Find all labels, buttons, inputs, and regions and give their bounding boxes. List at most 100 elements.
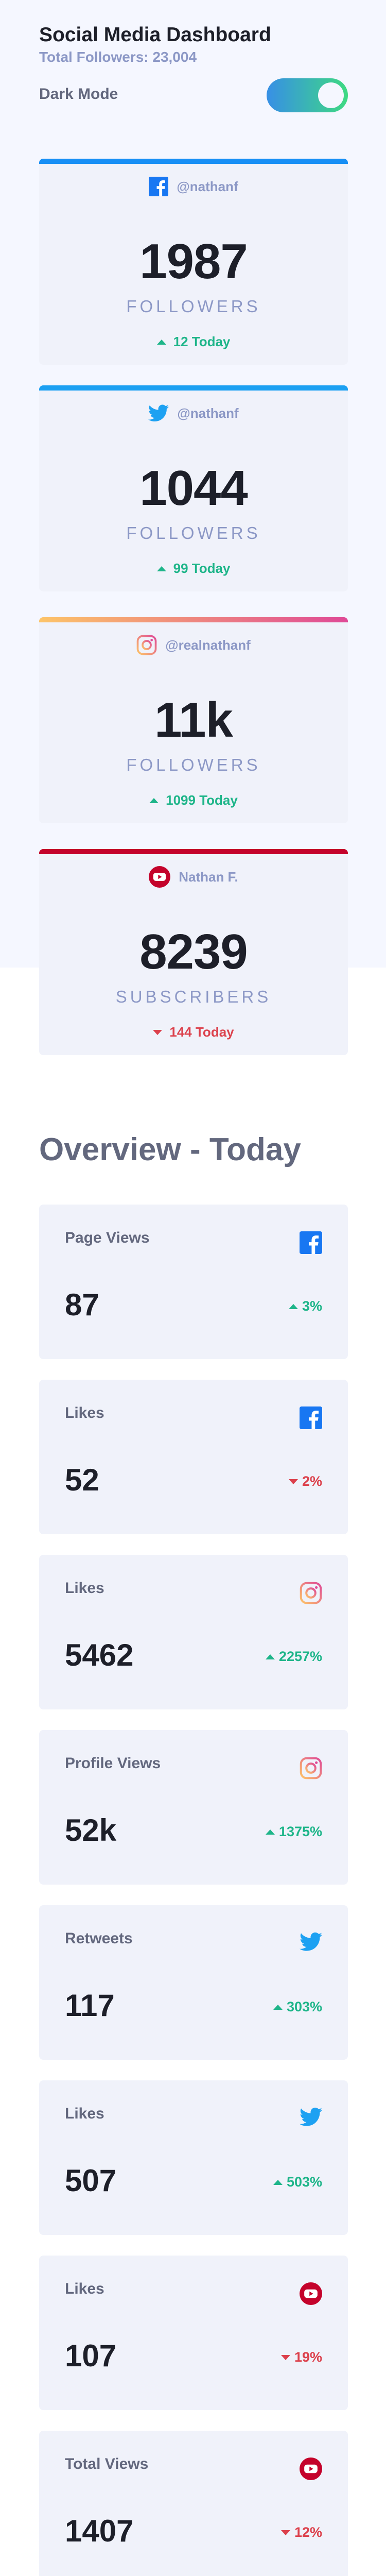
- arrow-up-icon: [273, 2179, 283, 2185]
- metric-value: 107: [65, 2338, 117, 2373]
- arrow-down-icon: [280, 2354, 290, 2360]
- metric-value: 507: [65, 2163, 117, 2198]
- metric-value: 52k: [65, 1813, 117, 1848]
- metric-label: Retweets: [65, 1930, 133, 1947]
- instagram-icon: [300, 1757, 322, 1780]
- twitter-icon: [148, 404, 169, 422]
- card-accent-bar: [39, 385, 348, 391]
- arrow-up-icon: [149, 798, 159, 803]
- metric-change: 1375%: [265, 1824, 322, 1840]
- handle-row: @nathanf: [39, 402, 348, 425]
- arrow-up-icon: [156, 339, 166, 345]
- youtube-icon: [300, 2282, 322, 2305]
- metric-change-text: 2257%: [278, 1649, 322, 1664]
- overview-card[interactable]: Profile Views 52k 1375%: [39, 1730, 348, 1885]
- arrow-up-icon: [265, 1654, 275, 1659]
- account-handle[interactable]: @nathanf: [177, 405, 239, 421]
- metric-value: 52: [65, 1463, 99, 1497]
- metric-label: Total Views: [65, 2455, 149, 2472]
- overview-card[interactable]: Retweets 117 303%: [39, 1905, 348, 2060]
- handle-row: @nathanf: [39, 175, 348, 198]
- follower-card-instagram[interactable]: @realnathanf 11k FOLLOWERS 1099 Today: [39, 617, 348, 823]
- metric-label: Likes: [65, 1404, 104, 1421]
- overview-card[interactable]: Page Views 87 3%: [39, 1205, 348, 1359]
- follower-unit: FOLLOWERS: [126, 523, 261, 543]
- account-handle[interactable]: @nathanf: [177, 178, 238, 194]
- today-change-text: 12 Today: [173, 334, 231, 349]
- metric-label: Likes: [65, 2280, 104, 2297]
- metric-value: 5462: [65, 1638, 134, 1672]
- arrow-up-icon: [273, 2004, 283, 2010]
- overview-card[interactable]: Likes 52 2%: [39, 1380, 348, 1534]
- total-followers: Total Followers: 23,004: [39, 49, 197, 65]
- metric-change: 303%: [273, 1999, 322, 2015]
- facebook-icon: [300, 1406, 322, 1429]
- arrow-up-icon: [288, 1303, 298, 1309]
- twitter-icon: [300, 2107, 322, 2130]
- twitter-icon: [300, 1932, 322, 1955]
- overview-card[interactable]: Likes 5462 2257%: [39, 1555, 348, 1709]
- metric-change: 3%: [288, 1298, 322, 1314]
- metric-value: 1407: [65, 2514, 134, 2548]
- follower-unit: SUBSCRIBERS: [115, 987, 272, 1006]
- arrow-down-icon: [288, 1479, 298, 1484]
- arrow-down-icon: [280, 2530, 290, 2535]
- metric-change-text: 3%: [302, 1298, 322, 1314]
- today-change-text: 99 Today: [173, 561, 231, 576]
- metric-change: 12%: [280, 2524, 322, 2540]
- overview-title: Overview - Today: [39, 1132, 301, 1167]
- metric-change-text: 1375%: [278, 1824, 322, 1839]
- follower-count: 1044: [139, 461, 248, 516]
- today-change: 144 Today: [39, 1024, 348, 1040]
- overview-card[interactable]: Total Views 1407 12%: [39, 2431, 348, 2576]
- follower-unit: FOLLOWERS: [126, 755, 261, 774]
- dark-mode-label: Dark Mode: [39, 86, 118, 103]
- card-accent-bar: [39, 159, 348, 164]
- today-change-text: 1099 Today: [166, 792, 238, 808]
- youtube-icon: [300, 2458, 322, 2480]
- metric-label: Likes: [65, 2105, 104, 2122]
- dark-mode-row: Dark Mode: [39, 77, 348, 113]
- metric-change-text: 19%: [294, 2349, 322, 2365]
- today-change: 1099 Today: [39, 792, 348, 808]
- card-accent-bar: [39, 849, 348, 854]
- account-handle[interactable]: Nathan F.: [179, 869, 238, 885]
- metric-change-text: 2%: [302, 1473, 322, 1489]
- facebook-icon: [149, 177, 169, 196]
- account-handle[interactable]: @realnathanf: [165, 637, 251, 653]
- instagram-icon: [136, 635, 157, 655]
- toggle-knob[interactable]: [318, 82, 344, 108]
- follower-card-twitter[interactable]: @nathanf 1044 FOLLOWERS 99 Today: [39, 385, 348, 591]
- metric-change: 2257%: [265, 1649, 322, 1665]
- arrow-down-icon: [153, 1029, 163, 1035]
- card-accent-bar: [39, 617, 348, 622]
- metric-change-text: 503%: [286, 2174, 322, 2190]
- follower-card-facebook[interactable]: @nathanf 1987 FOLLOWERS 12 Today: [39, 159, 348, 365]
- follower-card-youtube[interactable]: Nathan F. 8239 SUBSCRIBERS 144 Today: [39, 849, 348, 1055]
- metric-label: Profile Views: [65, 1755, 161, 1772]
- follower-unit: FOLLOWERS: [126, 297, 261, 316]
- metric-change-text: 12%: [294, 2524, 322, 2540]
- metric-change-text: 303%: [286, 1999, 322, 2014]
- dashboard-header: Social Media Dashboard Total Followers: …: [39, 23, 348, 66]
- metric-label: Page Views: [65, 1229, 150, 1246]
- handle-row: Nathan F.: [39, 866, 348, 888]
- arrow-up-icon: [265, 1829, 275, 1835]
- metric-change: 19%: [280, 2349, 322, 2365]
- metric-value: 87: [65, 1287, 99, 1322]
- today-change: 99 Today: [39, 561, 348, 577]
- page-title: Social Media Dashboard: [39, 24, 271, 46]
- metric-value: 117: [65, 1988, 115, 2023]
- youtube-icon: [149, 866, 171, 888]
- facebook-icon: [300, 1231, 322, 1254]
- arrow-up-icon: [156, 566, 166, 571]
- metric-change: 503%: [273, 2174, 322, 2190]
- today-change-text: 144 Today: [169, 1024, 234, 1040]
- instagram-icon: [300, 1582, 322, 1604]
- follower-count: 1987: [139, 234, 248, 289]
- metric-label: Likes: [65, 1580, 104, 1597]
- dark-mode-toggle[interactable]: [267, 78, 348, 112]
- follower-count: 8239: [139, 924, 248, 979]
- overview-card[interactable]: Likes 107 19%: [39, 2256, 348, 2410]
- overview-card[interactable]: Likes 507 503%: [39, 2080, 348, 2235]
